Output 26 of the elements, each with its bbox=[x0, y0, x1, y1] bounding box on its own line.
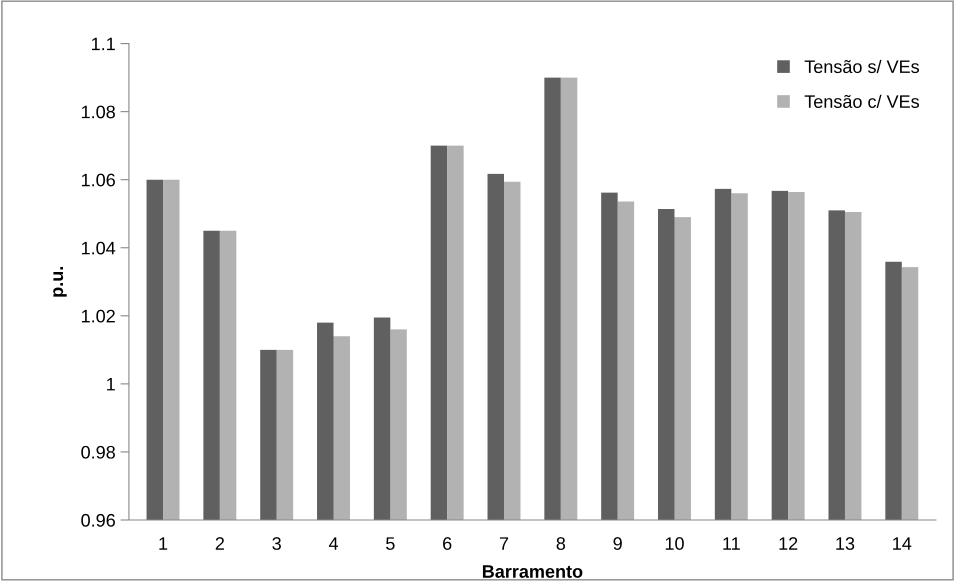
legend-label: Tensão c/ VEs bbox=[804, 94, 920, 108]
legend-label: Tensão s/ VEs bbox=[804, 60, 920, 74]
x-axis-title: Barramento bbox=[482, 565, 582, 578]
y-tick-label: 1.08 bbox=[82, 106, 115, 118]
y-tick-label: 1 bbox=[107, 378, 115, 390]
x-tick-label: 11 bbox=[723, 537, 740, 550]
y-tick-label: 1.06 bbox=[82, 174, 115, 186]
x-tick-label: 7 bbox=[500, 537, 508, 550]
x-tick-label: 3 bbox=[272, 537, 281, 550]
x-tick-label: 5 bbox=[386, 537, 395, 550]
x-tick-label: 12 bbox=[779, 537, 798, 550]
x-tick-label: 1 bbox=[159, 537, 168, 550]
x-tick-label: 4 bbox=[328, 537, 338, 550]
x-tick-label: 8 bbox=[556, 537, 566, 550]
x-tick-label: 10 bbox=[666, 537, 684, 550]
x-tick-label: 6 bbox=[443, 537, 452, 550]
y-tick-label: 0.98 bbox=[81, 446, 115, 459]
y-tick-label: 1.02 bbox=[82, 310, 115, 323]
x-tick-label: 2 bbox=[216, 537, 224, 550]
x-tick-label: 13 bbox=[836, 537, 854, 550]
y-axis-title: p.u. bbox=[53, 266, 67, 297]
x-tick-label: 9 bbox=[613, 537, 622, 550]
y-tick-label: 0.96 bbox=[81, 514, 115, 527]
y-tick-label: 1.04 bbox=[82, 242, 116, 254]
x-tick-label: 14 bbox=[893, 537, 912, 550]
y-tick-label: 1.1 bbox=[92, 38, 115, 50]
